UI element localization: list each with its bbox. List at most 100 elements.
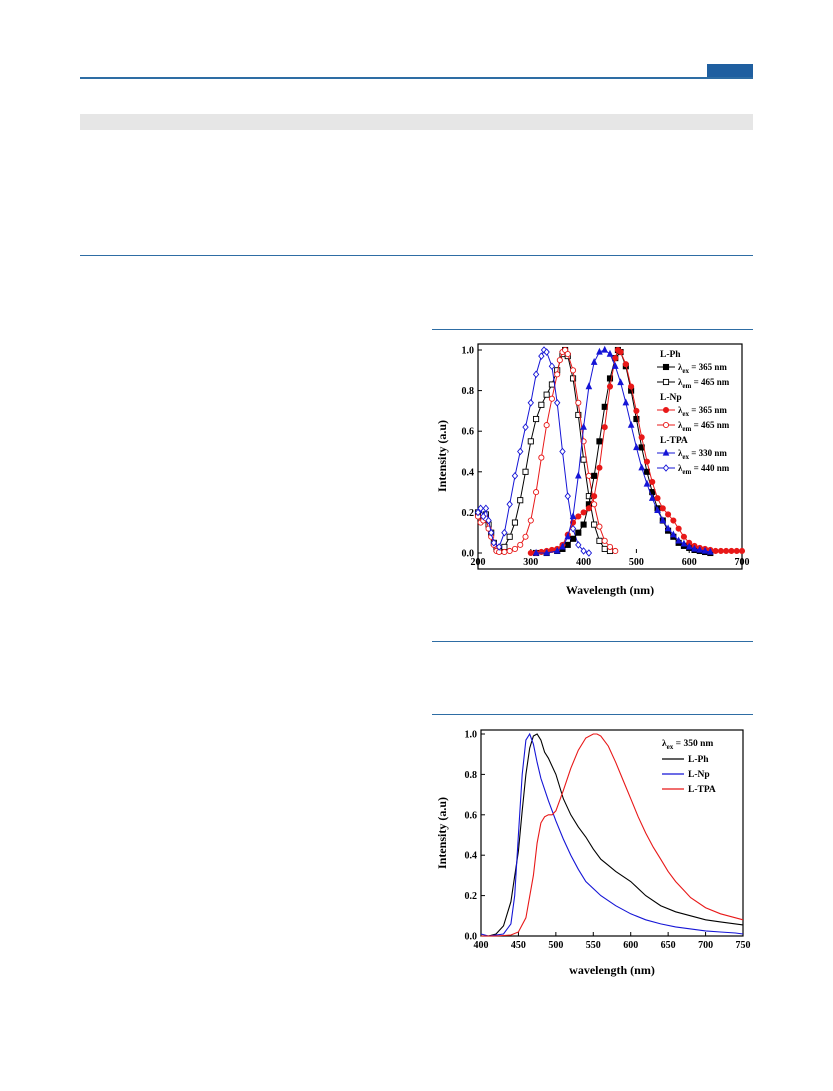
- y-tick-label: 1.0: [462, 346, 475, 357]
- series-0-point: [569, 375, 577, 382]
- series-2-point: [501, 528, 508, 537]
- x-tick-label: 600: [682, 557, 697, 568]
- series-5-point: [585, 382, 593, 390]
- series-1-point: [506, 547, 513, 555]
- series-1-point: [556, 357, 563, 364]
- series-5-point: [580, 422, 587, 430]
- series-1-point: [543, 422, 550, 429]
- series-2-line: [481, 733, 744, 937]
- y-tick-label: 0.4: [462, 467, 475, 478]
- series-1: [480, 732, 744, 937]
- series-5-point: [691, 544, 698, 552]
- series-5-point: [648, 493, 656, 501]
- legend-entry: L-Np: [688, 770, 710, 780]
- series-2-point: [474, 508, 482, 517]
- series-3-point: [633, 415, 640, 423]
- y-tick-label: 0.0: [465, 932, 478, 943]
- series-1-point: [511, 545, 519, 552]
- plot-area: 400 450 500 550 600 650 700 750 0.0 0.2 0.4 0.6 0.8 1…: [465, 729, 751, 951]
- series-2-point: [580, 547, 587, 555]
- y-tick-label: 1.0: [465, 730, 478, 741]
- series-3-point: [569, 535, 577, 542]
- series-5-point: [675, 536, 682, 544]
- legend-swatch-marker: [662, 421, 670, 429]
- series-4-point: [612, 355, 619, 362]
- x-tick-label: 650: [661, 940, 676, 951]
- series-3-point: [564, 541, 571, 548]
- series-5-point: [532, 548, 540, 556]
- table-bottom-rule: [80, 255, 753, 256]
- x-axis-title: Wavelength (nm): [566, 583, 654, 597]
- series-5-point: [559, 542, 566, 550]
- series-4-point: [733, 547, 740, 555]
- series-5-point: [622, 398, 630, 406]
- series-5-point: [601, 345, 609, 353]
- series-0-point: [527, 438, 534, 445]
- series-1-point: [591, 501, 598, 508]
- series-4-point: [585, 505, 592, 512]
- series-5-point: [617, 378, 624, 386]
- series-5-point: [685, 542, 693, 550]
- series-1-point: [569, 367, 577, 374]
- series-0-point: [538, 401, 545, 408]
- y-axis-title: Intensity (a.u): [435, 797, 449, 869]
- fluorescence-chart: 400 450 500 550 600 650 700 750 0.0 0.2 0.4 0.6 0.8 1…: [435, 729, 751, 977]
- plot-frame: [477, 343, 743, 570]
- y-tick-label: 0.2: [462, 508, 475, 519]
- series-3-point: [580, 521, 587, 528]
- series-4-point: [580, 509, 587, 516]
- series-0: [481, 733, 744, 937]
- series-2-point: [554, 398, 561, 407]
- series-4-point: [622, 361, 629, 368]
- series-5-point: [569, 512, 577, 520]
- series-2-point: [517, 447, 524, 456]
- legend-entry: λex = 330 nm: [678, 448, 727, 461]
- legend-group-label: L-Ph: [660, 350, 681, 360]
- series-1-point: [554, 371, 561, 378]
- plot-area: 200 300 400 500 600 700 0.0 0.2 0.4 0.6 0.8 1.0 L-P…: [462, 343, 750, 570]
- series-0-line: [481, 733, 744, 937]
- series-2-point: [585, 549, 593, 557]
- series-4-point: [601, 424, 608, 431]
- series-5-point: [633, 443, 640, 451]
- y-tick-label: 0.2: [465, 891, 478, 902]
- x-tick-label: 400: [474, 940, 489, 951]
- series-5-point: [606, 349, 614, 357]
- series-2-point: [488, 528, 495, 537]
- y-tick-label: 0.6: [462, 427, 475, 438]
- series-4-point: [712, 547, 719, 555]
- series-0-point: [533, 415, 540, 423]
- series-4-point: [643, 458, 651, 465]
- table-header-band: [80, 114, 753, 130]
- series-2-point: [511, 472, 519, 480]
- legend-entry: λem = 440 nm: [678, 463, 730, 476]
- figure-1-bottom-rule: [432, 641, 753, 642]
- header-accent-tab: [707, 64, 753, 78]
- series-4-point: [659, 505, 666, 512]
- series-4-point: [617, 348, 624, 356]
- series-1-point: [596, 523, 603, 530]
- legend-group-label: L-Np: [660, 393, 682, 403]
- series-0-point: [601, 545, 608, 552]
- series-2-point: [480, 512, 487, 521]
- legend-entry: L-TPA: [688, 785, 716, 795]
- x-tick-label: 600: [623, 940, 638, 951]
- legend-swatch-marker: [662, 406, 670, 414]
- series-2-point: [482, 504, 490, 513]
- y-axis-title: Intensity (a.u): [435, 420, 449, 492]
- series-2-point: [495, 543, 503, 551]
- series-1-point: [501, 548, 508, 556]
- series-3-point: [591, 472, 598, 479]
- series-1-point: [606, 543, 614, 550]
- series-5-point: [670, 530, 677, 538]
- series-3-point: [575, 529, 582, 536]
- series-0-point: [522, 468, 529, 475]
- series-4-point: [675, 525, 682, 532]
- series-0: [474, 346, 614, 555]
- x-tick-label: 500: [629, 557, 644, 568]
- series-3-point: [601, 403, 608, 410]
- legend-swatch-marker: [662, 448, 670, 456]
- series-2-point: [532, 370, 540, 379]
- series-5-point: [680, 539, 688, 547]
- series-4-point: [728, 547, 735, 555]
